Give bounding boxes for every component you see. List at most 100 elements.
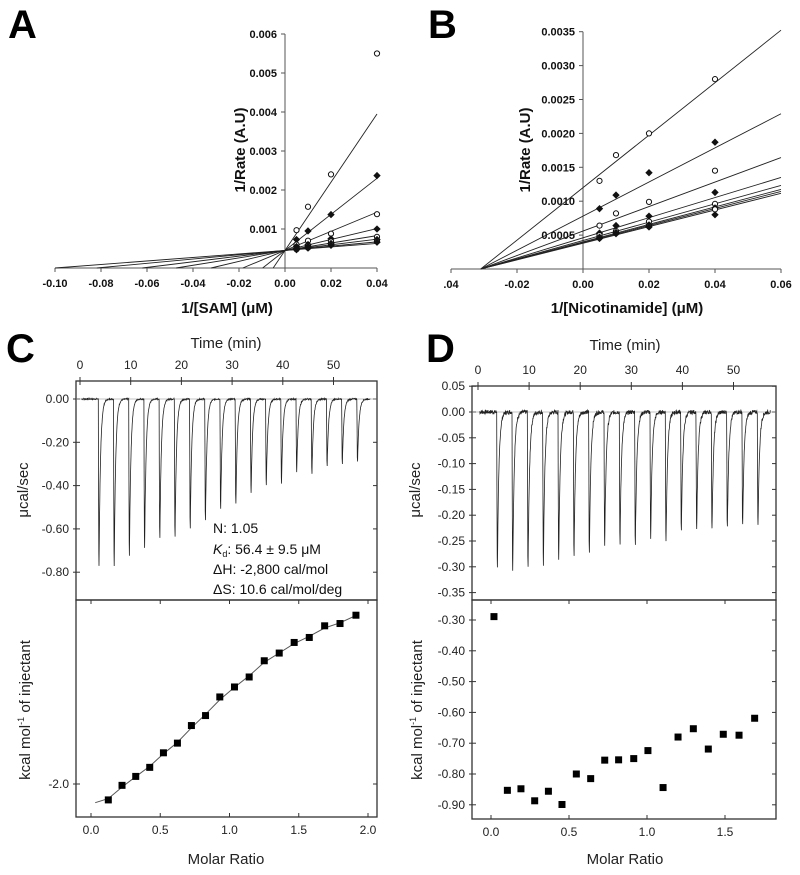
c-isotherm-point [187, 722, 195, 730]
ylabel-main: kcal mol [409, 725, 426, 780]
d-isotherm-point [735, 731, 743, 739]
c-isotherm-point [321, 622, 329, 630]
b-data-point [645, 169, 653, 177]
b-data-point [612, 230, 620, 238]
ylabel-main: kcal mol [17, 725, 34, 780]
annotation-kd: Kd: 56.4 ± 9.5 μM [213, 541, 321, 559]
d-time-tick-label: 10 [522, 363, 536, 377]
d-iso-y-tick-label: -0.70 [438, 736, 466, 750]
c-time-tick-label: 50 [327, 358, 341, 372]
a-x-tick-label: 0.04 [366, 278, 388, 290]
kd-value: 56.4 ± 9.5 μM [235, 541, 321, 557]
c-molar-ratio-title: Molar Ratio [188, 851, 265, 868]
b-data-point [645, 223, 653, 231]
c-ratio-tick-label: 2.0 [360, 823, 377, 837]
c-isotherm-point [216, 693, 224, 701]
b-data-point [645, 198, 653, 205]
panel-label-b: B [428, 3, 457, 47]
d-raw-y-tick-label: -0.35 [438, 586, 466, 600]
d-isotherm-point [674, 733, 682, 741]
b-data-point [711, 188, 719, 197]
kd-symbol: K [213, 541, 223, 557]
b-data-point [711, 167, 719, 174]
d-isotherm-point [615, 756, 623, 764]
d-isotherm-point [544, 787, 552, 795]
c-ratio-tick-label: 1.0 [221, 823, 238, 837]
a-y-tick-label: 0.004 [249, 107, 277, 119]
b-y-tick-label: 0.0020 [541, 128, 575, 140]
d-isotherm-frame [471, 599, 777, 820]
a-data-point [327, 210, 335, 219]
d-time-tick-label: 0 [475, 363, 482, 377]
c-raw-y-tick-label: -0.60 [42, 522, 70, 536]
ylabel-sup: -1 [16, 717, 26, 725]
b-data-point [612, 191, 620, 199]
a-data-point [304, 244, 312, 252]
d-iso-y-tick-label: -0.80 [438, 767, 466, 781]
b-data-point [612, 151, 620, 159]
d-molar-ratio-title: Molar Ratio [587, 851, 664, 868]
b-fit-line [480, 157, 782, 270]
d-isotherm-point [719, 730, 727, 738]
kd-subscript: d [222, 549, 227, 559]
b-data-point [711, 211, 719, 219]
annotation-n: N: 1.05 [213, 520, 258, 536]
a-data-point [373, 50, 381, 57]
c-isotherm-point [132, 772, 140, 780]
c-isotherm-y-axis-title: kcal mol-1 of injectant [16, 639, 34, 780]
c-raw-trace [81, 396, 371, 567]
d-raw-y-axis-title: μcal/sec [407, 462, 424, 518]
b-data-point [711, 138, 719, 146]
b-fit-line [480, 177, 782, 270]
a-x-tick-label: -0.02 [226, 278, 251, 290]
a-x-tick-label: -0.04 [180, 278, 206, 290]
annotation-ds: ΔS: 10.6 cal/mol/deg [213, 581, 342, 597]
d-raw-y-tick-label: -0.20 [438, 508, 466, 522]
c-ratio-tick-label: 1.5 [290, 823, 307, 837]
d-time-tick-label: 50 [727, 363, 741, 377]
a-y-tick-label: 0.002 [249, 185, 277, 197]
b-data-point [595, 204, 604, 213]
d-isotherm-point [751, 714, 759, 722]
d-raw-y-tick-label: -0.15 [438, 482, 466, 496]
d-time-tick-label: 40 [676, 363, 690, 377]
c-isotherm-point [173, 739, 181, 747]
annotation-dh: ΔH: -2,800 cal/mol [213, 561, 328, 577]
c-isotherm-point [230, 683, 238, 691]
d-isotherm-point [558, 800, 566, 808]
c-ratio-tick-label: 0.5 [152, 823, 169, 837]
d-raw-y-tick-label: 0.00 [442, 405, 466, 419]
d-isotherm-point [503, 786, 511, 794]
d-ratio-tick-label: 0.5 [561, 825, 578, 839]
d-isotherm-point [704, 745, 712, 753]
a-x-tick-label: 0.02 [320, 278, 341, 290]
a-data-point [304, 203, 312, 210]
a-data-point [292, 235, 301, 244]
a-x-tick-label: -0.06 [134, 278, 159, 290]
b-data-point [612, 210, 620, 217]
d-isotherm-point [644, 747, 652, 755]
a-y-tick-label: 0.001 [249, 224, 277, 236]
d-ratio-tick-label: 1.5 [717, 825, 734, 839]
panel-label-c: C [6, 327, 35, 371]
b-x-tick-label: 0.00 [572, 279, 593, 291]
a-x-tick-label: -0.10 [42, 278, 67, 290]
a-y-tick-label: 0.005 [249, 68, 277, 80]
c-isotherm-point [336, 620, 344, 628]
d-time-tick-label: 30 [625, 363, 639, 377]
a-y-axis-title: 1/Rate (A.U) [232, 107, 249, 192]
a-fit-line [272, 113, 378, 269]
b-x-axis-title: 1/[Nicotinamide] (μM) [551, 300, 704, 317]
d-isotherm-point [572, 770, 580, 778]
d-isotherm-point [517, 785, 525, 793]
c-iso-y-tick-label: -2.0 [48, 777, 69, 791]
b-data-point [595, 234, 604, 243]
b-fit-line [480, 113, 782, 270]
c-isotherm-point [202, 712, 210, 720]
b-fit-line [480, 192, 782, 270]
b-x-tick-label: -0.02 [504, 279, 529, 291]
c-time-tick-label: 40 [276, 358, 290, 372]
c-isotherm-point [118, 781, 126, 789]
d-iso-y-tick-label: -0.40 [438, 644, 466, 658]
a-fit-line [54, 242, 378, 269]
